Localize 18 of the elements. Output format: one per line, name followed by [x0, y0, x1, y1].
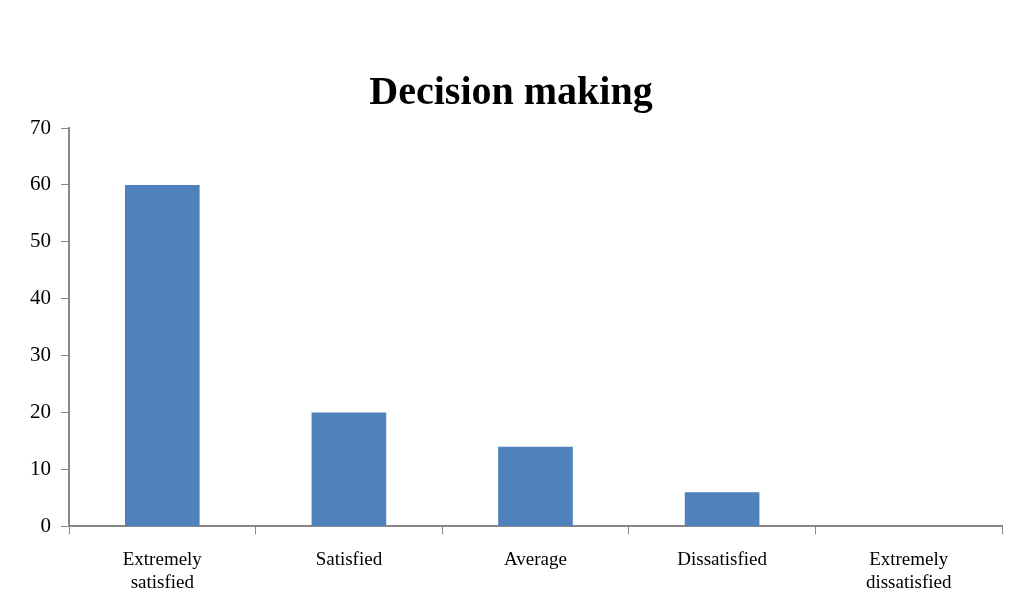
y-tick-label: 20 — [30, 399, 51, 424]
y-tick-label: 40 — [30, 285, 51, 310]
y-tick-label: 70 — [30, 114, 51, 139]
chart-title: Decision making — [369, 68, 653, 114]
x-tick-label: Extremely satisfied — [122, 547, 203, 592]
x-tick-label: Average — [504, 547, 567, 569]
y-tick-label: 0 — [40, 512, 51, 537]
x-tick-label: Satisfied — [315, 547, 383, 569]
bar — [498, 446, 573, 526]
y-tick-label: 10 — [30, 456, 51, 480]
x-tick-label: Dissatisfied — [677, 547, 768, 569]
y-tick-label: 50 — [30, 228, 51, 253]
bar — [311, 412, 387, 526]
y-tick-label: 30 — [30, 342, 51, 367]
x-tick-label: Extremely dissatisfied — [865, 547, 952, 592]
bar — [124, 184, 200, 526]
bar — [684, 492, 760, 526]
y-tick-label: 60 — [30, 171, 51, 196]
